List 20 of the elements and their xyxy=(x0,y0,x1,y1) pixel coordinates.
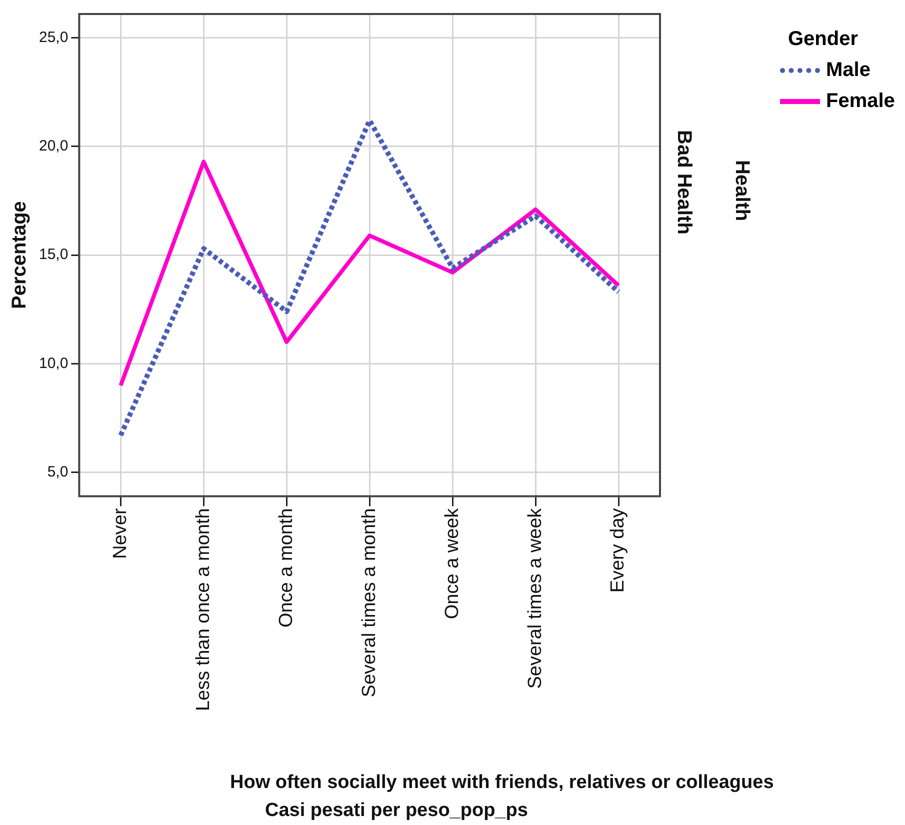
y-tick-label: 10,0 xyxy=(38,354,68,372)
x-axis-title: How often socially meet with friends, relatives or colleagues xyxy=(230,772,775,794)
text: Casi pesati per peso_pop_ps xyxy=(265,800,528,822)
legend-label: Female xyxy=(826,90,895,113)
x-tick-label: Never xyxy=(110,508,131,559)
x-tick-label: Once a week xyxy=(442,508,463,620)
x-tick-label: Once a month xyxy=(276,508,297,628)
y-tick-label: 25,0 xyxy=(38,29,68,46)
legend-label: Male xyxy=(826,59,870,82)
text: Health xyxy=(730,160,753,222)
x-tick-label: Several times a week xyxy=(524,508,546,689)
text: Bad Health xyxy=(672,130,695,234)
x-tick-label: Less than once a month xyxy=(192,508,214,712)
x-tick-label: Every day xyxy=(608,508,629,593)
y-tick-label: 15,0 xyxy=(38,246,68,264)
y-tick-label: 20,0 xyxy=(38,138,68,155)
y-axis-title: Percentage xyxy=(8,201,31,310)
legend-title: Gender xyxy=(788,28,860,51)
y-tick-label: 5,0 xyxy=(47,463,68,480)
x-tick-label: Several times a month xyxy=(358,508,380,698)
